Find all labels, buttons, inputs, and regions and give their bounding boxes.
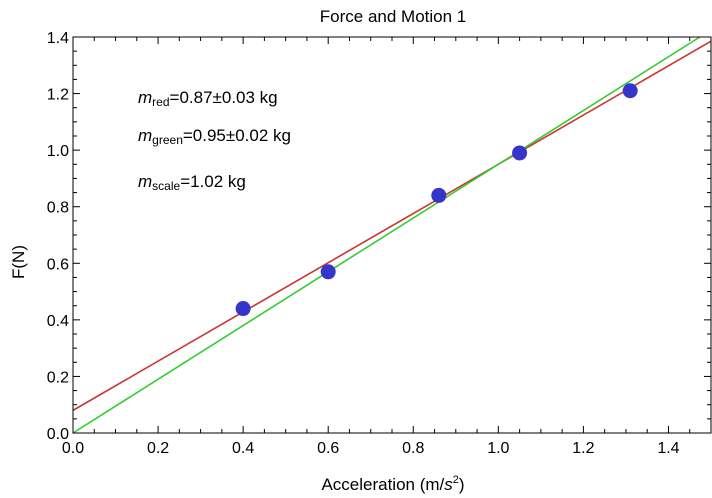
x-tick-label: 1.0 <box>487 440 509 457</box>
data-points <box>235 83 638 317</box>
y-tick-label: 1.2 <box>47 87 69 104</box>
data-point <box>235 301 251 317</box>
data-point <box>622 83 638 99</box>
data-point <box>512 145 528 161</box>
x-tick-label: 0.2 <box>147 440 169 457</box>
y-axis-title: F(N) <box>9 245 28 279</box>
y-tick-label: 0.4 <box>47 313 69 330</box>
y-tick-label: 1.4 <box>47 30 69 47</box>
y-tick-label: 0.0 <box>47 426 69 443</box>
x-tick-label: 1.2 <box>572 440 594 457</box>
y-tick-label: 0.8 <box>47 200 69 217</box>
chart-title: Force and Motion 1 <box>320 7 466 26</box>
annotation-green-mass: mgreen=0.95±0.02 kg <box>138 126 291 147</box>
x-tick-labels: 0.0 0.2 0.4 0.6 0.8 1.0 1.2 1.4 <box>62 440 680 457</box>
axis-ticks <box>72 36 712 434</box>
x-tick-label: 0.8 <box>402 440 424 457</box>
fit-line-green <box>72 36 701 434</box>
y-tick-label: 1.0 <box>47 143 69 160</box>
x-tick-label: 0.6 <box>317 440 339 457</box>
y-tick-labels: 0.0 0.2 0.4 0.6 0.8 1.0 1.2 1.4 <box>47 30 69 443</box>
data-point <box>320 264 336 280</box>
x-tick-label: 1.4 <box>657 440 679 457</box>
x-tick-label: 0.0 <box>62 440 84 457</box>
x-axis-title: Acceleration (m/s2) <box>321 474 464 494</box>
y-tick-label: 0.6 <box>47 256 69 273</box>
annotation-scale-mass: mscale=1.02 kg <box>138 172 246 193</box>
y-tick-label: 0.2 <box>47 369 69 386</box>
data-point <box>431 187 447 203</box>
fit-line-red <box>72 40 712 412</box>
annotations: mred=0.87±0.03 kg mgreen=0.95±0.02 kg ms… <box>138 88 291 193</box>
annotation-red-mass: mred=0.87±0.03 kg <box>138 88 278 109</box>
fit-lines <box>72 36 712 434</box>
x-tick-label: 0.4 <box>232 440 254 457</box>
